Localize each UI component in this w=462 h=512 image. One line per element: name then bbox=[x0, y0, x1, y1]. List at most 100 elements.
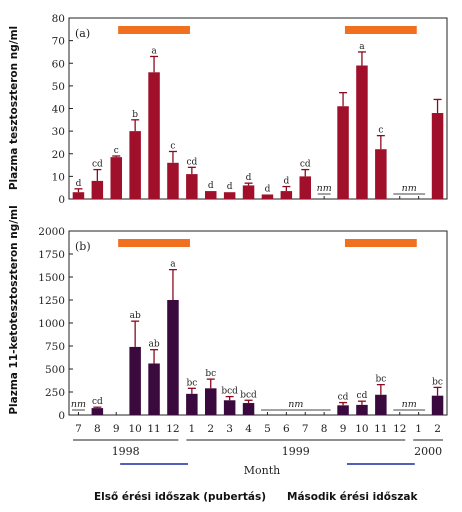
y-tick-label-b: 1500 bbox=[38, 272, 65, 284]
bar-a bbox=[205, 191, 217, 199]
x-tick-label: 1 bbox=[189, 423, 196, 435]
bar-a bbox=[186, 174, 198, 199]
y-tick-label-b: 2000 bbox=[38, 226, 65, 238]
significance-label-a: d bbox=[265, 184, 271, 194]
x-tick-label: 8 bbox=[94, 423, 101, 435]
x-tick-label: 1 bbox=[415, 423, 422, 435]
x-tick-label: 11 bbox=[147, 423, 160, 435]
significance-label-b: cd bbox=[357, 391, 368, 401]
bar-a bbox=[337, 106, 349, 199]
significance-label-b: ab bbox=[130, 311, 141, 321]
caption-second-season: Második érési időszak bbox=[287, 491, 418, 503]
bar-a bbox=[242, 185, 255, 199]
x-tick-label: 11 bbox=[374, 423, 387, 435]
bar-b bbox=[356, 404, 368, 415]
x-tick-label: 9 bbox=[340, 423, 347, 435]
significance-label-a: a bbox=[359, 42, 365, 52]
significance-label-a: c bbox=[170, 141, 175, 151]
season-bar-a bbox=[344, 26, 417, 34]
season-bar-b bbox=[344, 239, 417, 247]
y-tick-label-b: 1000 bbox=[38, 318, 65, 330]
significance-label-b: bc bbox=[205, 369, 216, 379]
significance-label-b: a bbox=[170, 260, 176, 270]
bar-a bbox=[91, 180, 104, 199]
bar-b bbox=[148, 363, 160, 415]
panel-b: 0 250 500 750 1000 1250 1500 1750 2000 (b) cd ab ab a… bbox=[38, 226, 448, 422]
not-measured-label-b: nm bbox=[288, 399, 303, 410]
x-tick-label: 7 bbox=[302, 423, 309, 435]
x-tick-label: 12 bbox=[393, 423, 406, 435]
y-tick-label-b: 500 bbox=[45, 364, 65, 376]
bar-a bbox=[72, 192, 85, 199]
significance-label-b: bc bbox=[375, 375, 386, 385]
x-tick-label: 4 bbox=[245, 423, 252, 435]
x-tick-label: 7 bbox=[75, 423, 82, 435]
y-tick-label-a: 60 bbox=[52, 58, 65, 70]
x-tick-label: 6 bbox=[283, 423, 290, 435]
significance-label-b: ab bbox=[148, 340, 159, 350]
x-tick-label: 2 bbox=[207, 423, 214, 435]
bar-a bbox=[110, 157, 122, 199]
bar-a bbox=[148, 72, 160, 199]
bar-a bbox=[261, 194, 274, 199]
bar-a bbox=[431, 113, 444, 199]
panel-label-b: (b) bbox=[75, 240, 91, 253]
y-tick-label-a: 40 bbox=[52, 104, 65, 116]
caption-first-season: Első érési időszak (pubertás) bbox=[94, 491, 266, 503]
bar-b bbox=[205, 388, 217, 415]
y-tick-label-b: 250 bbox=[45, 387, 65, 399]
significance-label-a: b bbox=[132, 110, 138, 120]
significance-label-b: cd bbox=[338, 393, 349, 403]
significance-label-b: bcd bbox=[221, 387, 238, 397]
not-measured-label-b: nm bbox=[71, 399, 86, 410]
significance-label-a: cd bbox=[92, 160, 103, 170]
significance-label-a: cd bbox=[300, 160, 311, 170]
bar-b bbox=[375, 394, 387, 415]
y-tick-label-a: 70 bbox=[52, 36, 65, 48]
y-tick-label-b: 0 bbox=[58, 410, 65, 422]
y-tick-label-b: 1750 bbox=[38, 249, 65, 261]
not-measured-label-a: nm bbox=[402, 183, 417, 194]
bar-a bbox=[223, 192, 236, 199]
y-tick-label-a: 10 bbox=[52, 171, 65, 183]
bar-a bbox=[280, 191, 293, 199]
bar-b bbox=[337, 405, 349, 415]
bar-a bbox=[375, 149, 387, 199]
bar-a bbox=[129, 131, 141, 199]
significance-label-b: bc bbox=[432, 377, 443, 387]
panel-label-a: (a) bbox=[75, 27, 90, 40]
not-measured-label-b: nm bbox=[402, 399, 417, 410]
significance-label-b: bcd bbox=[240, 390, 257, 400]
bar-b bbox=[186, 393, 198, 415]
ylabel-b: Plazma 11-ketotesztoszteron ng/ml bbox=[8, 205, 20, 414]
year-label: 1999 bbox=[282, 445, 310, 458]
y-tick-label-b: 750 bbox=[45, 341, 65, 353]
season-bar-b bbox=[118, 239, 190, 247]
x-tick-label: 10 bbox=[128, 423, 141, 435]
significance-label-a: d bbox=[246, 173, 252, 183]
bar-b bbox=[223, 400, 236, 415]
bar-b bbox=[242, 403, 255, 415]
x-tick-label: 3 bbox=[226, 423, 233, 435]
plot-frame-a bbox=[68, 17, 448, 200]
x-tick-label: 8 bbox=[321, 423, 328, 435]
y-tick-label-a: 0 bbox=[58, 194, 65, 206]
y-tick-label-a: 20 bbox=[52, 149, 65, 161]
bar-a bbox=[167, 162, 179, 199]
x-tick-label: 2 bbox=[434, 423, 441, 435]
significance-label-a: d bbox=[283, 177, 289, 187]
significance-label-a: cd bbox=[186, 157, 197, 167]
plot-frame-b bbox=[68, 230, 448, 416]
significance-label-a: d bbox=[76, 179, 82, 189]
significance-label-a: c bbox=[378, 126, 383, 136]
significance-label-a: a bbox=[151, 46, 157, 56]
ylabel-a: Plazma tesztoszteron ng/ml bbox=[8, 26, 20, 190]
bar-b bbox=[167, 300, 179, 415]
bar-a bbox=[299, 176, 311, 199]
not-measured-label-a: nm bbox=[317, 183, 332, 194]
x-axis-title: Month bbox=[244, 464, 280, 477]
x-tick-label: 12 bbox=[166, 423, 179, 435]
